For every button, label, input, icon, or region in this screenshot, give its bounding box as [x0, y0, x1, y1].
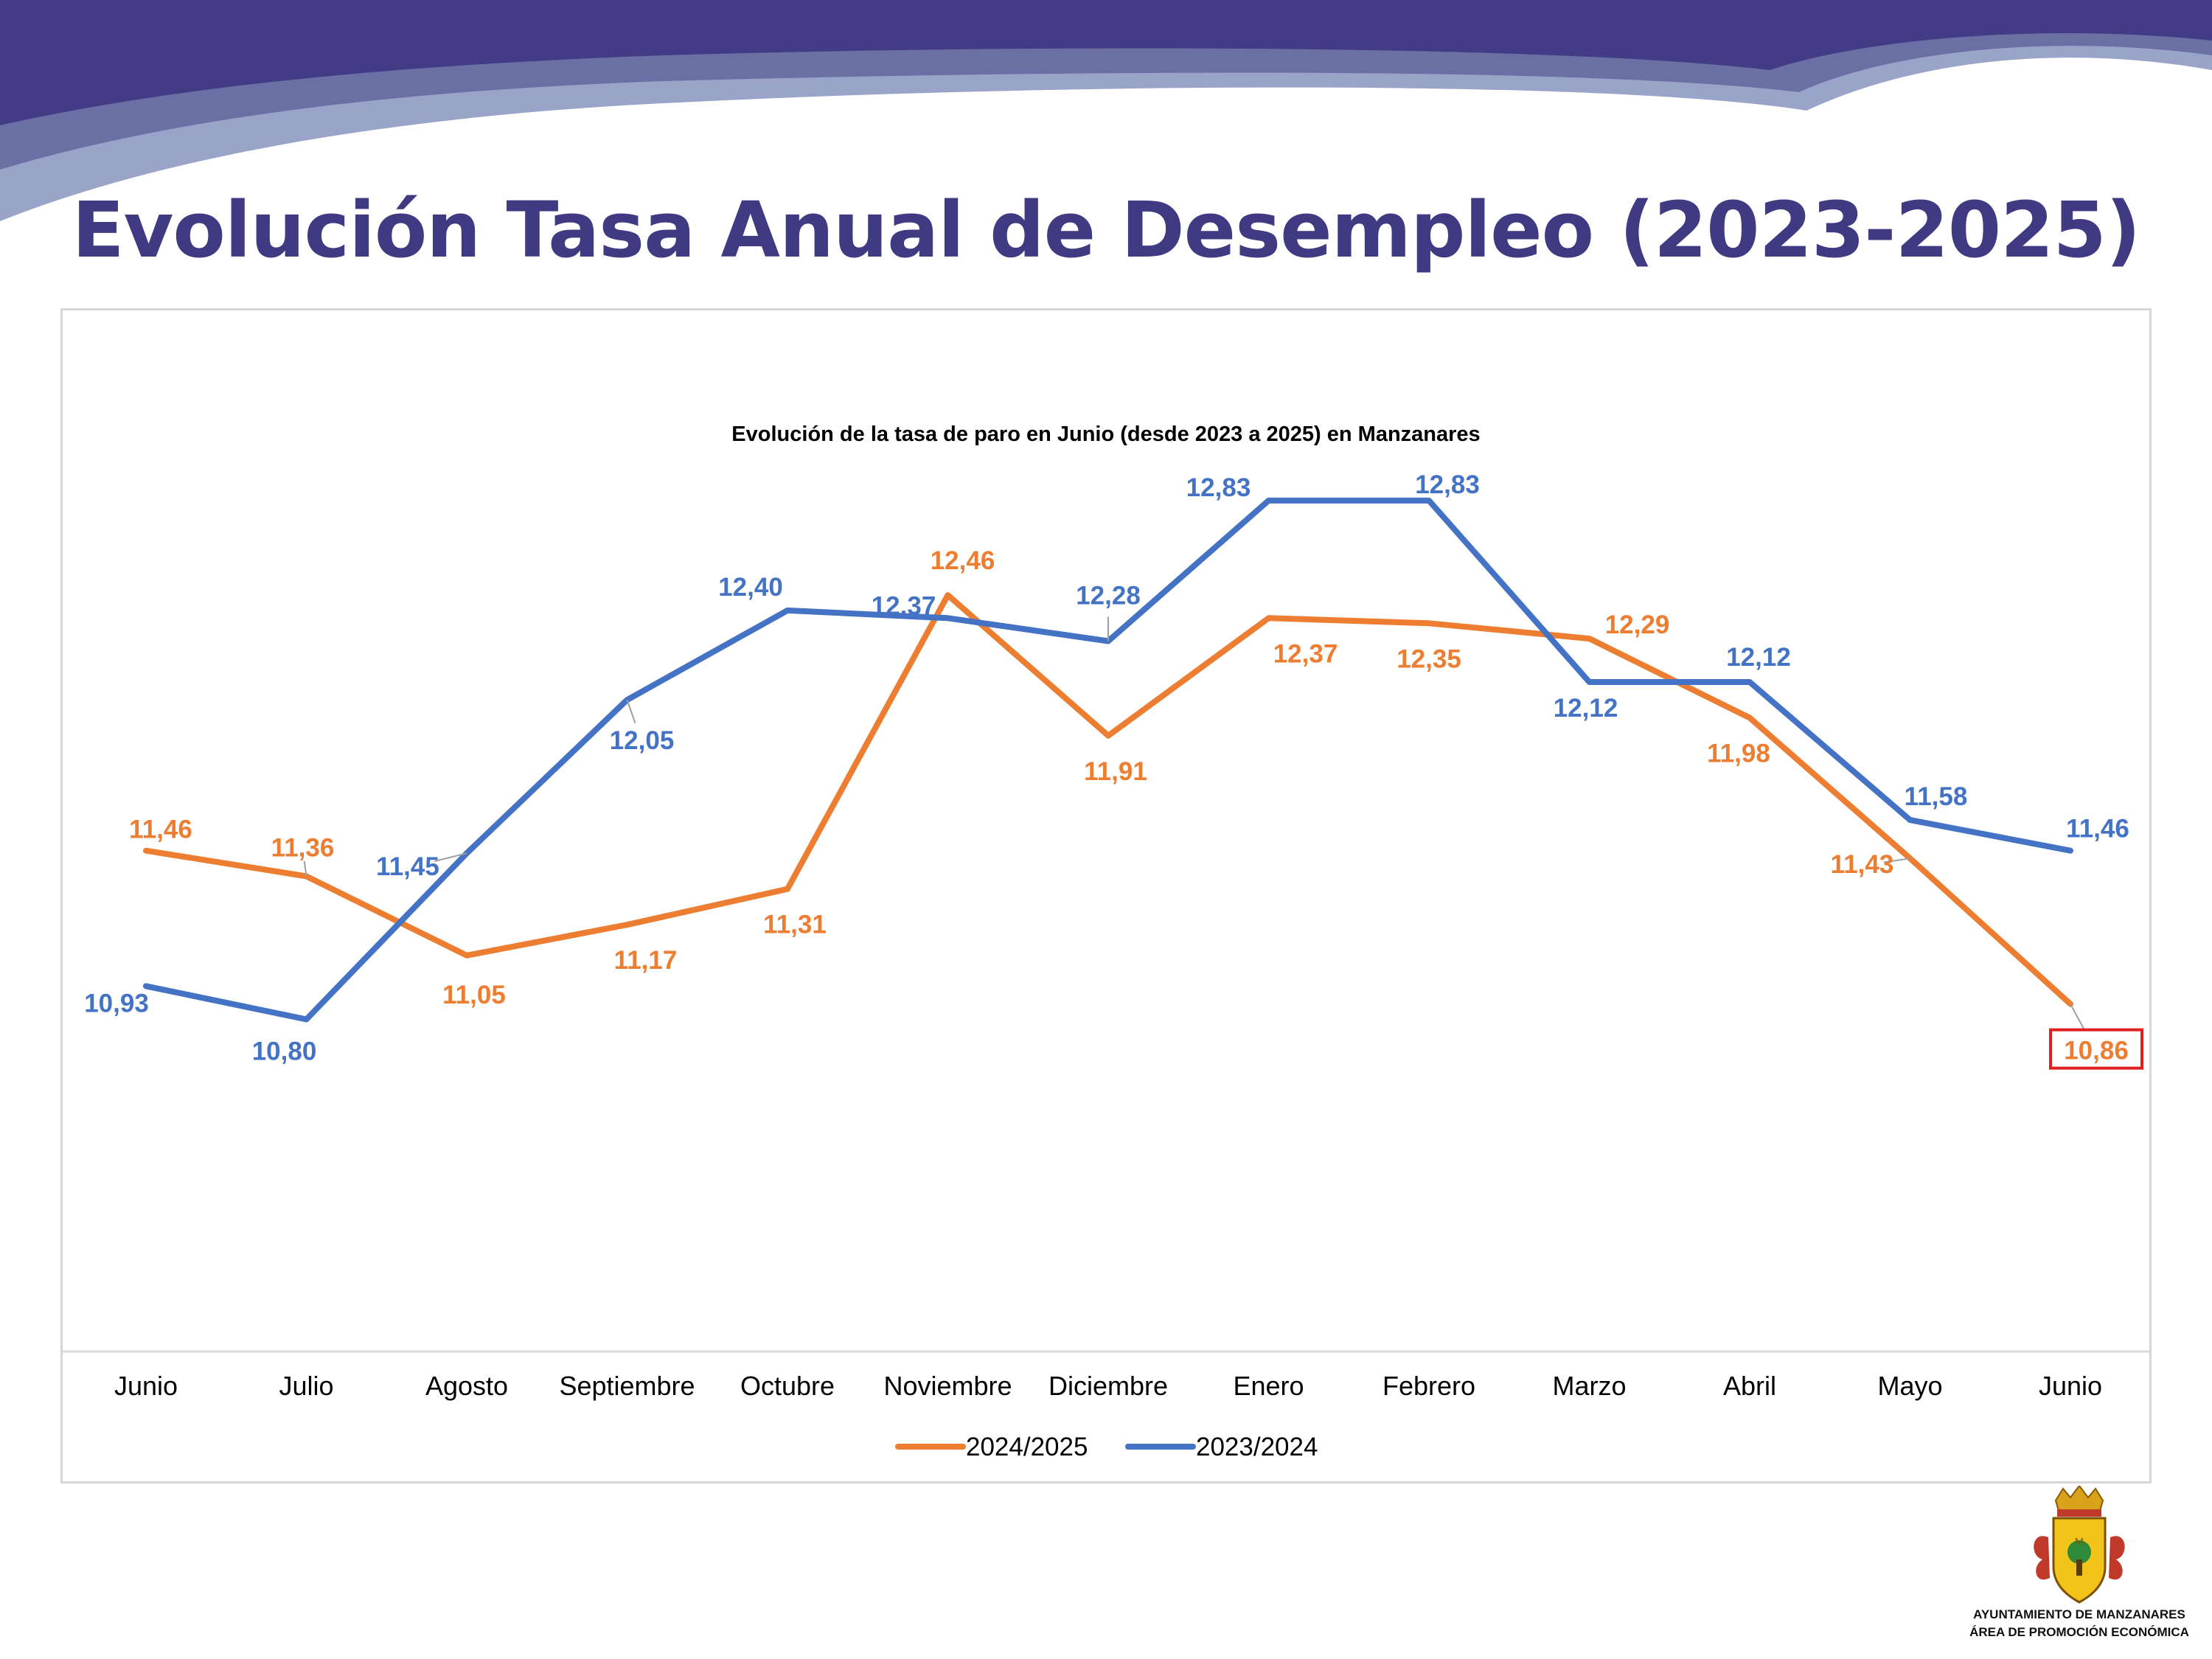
data-label: 12,83 [1186, 473, 1251, 502]
x-tick-label: Mayo [1877, 1371, 1942, 1401]
coat-of-arms-icon: M [2034, 1486, 2125, 1604]
data-label: 11,98 [1707, 740, 1770, 768]
data-label: 12,29 [1605, 611, 1670, 639]
label-leader-line [1883, 858, 1910, 863]
x-tick-label: Agosto [425, 1371, 508, 1401]
highlight-box [2049, 1028, 2143, 1070]
data-label: 12,12 [1554, 694, 1618, 723]
shield-trunk [2076, 1559, 2082, 1576]
logo-caption-line2: ÁREA DE PROMOCIÓN ECONÓMICA [1969, 1625, 2189, 1639]
label-leader-line [2070, 1004, 2086, 1031]
data-label: 12,35 [1397, 644, 1461, 673]
left-ornament [2034, 1536, 2050, 1580]
data-label: 11,05 [442, 981, 506, 1009]
data-label: 12,37 [872, 591, 936, 620]
data-label: 12,12 [1726, 643, 1791, 672]
crown-band [2057, 1509, 2101, 1517]
x-tick-label: Marzo [1552, 1371, 1626, 1401]
x-tick-label: Septiembre [559, 1371, 695, 1401]
data-label: 11,91 [1084, 757, 1147, 786]
series-line-orange [143, 592, 2073, 1007]
data-label: 10,93 [84, 989, 149, 1018]
data-label: 11,46 [2066, 815, 2129, 844]
logo-caption-line1: AYUNTAMIENTO DE MANZANARES [1973, 1607, 2185, 1621]
banner-dark-wave [0, 0, 2212, 125]
legend-label: 2023/2024 [1196, 1433, 1318, 1461]
header-wave-banner [0, 0, 2212, 221]
data-label: 12,28 [1076, 582, 1141, 611]
data-label: 11,58 [1905, 782, 1968, 811]
data-label: 11,31 [763, 911, 827, 939]
chart-title: Evolución de la tasa de paro en Junio (d… [731, 422, 1480, 446]
chart-frame [60, 308, 2152, 1484]
x-axis-ticks: Junio Julio Agosto Septiembre Octubre Noviemb… [114, 1371, 2102, 1401]
data-label: 11,43 [1831, 850, 1894, 879]
data-label: 12,05 [610, 726, 675, 755]
x-tick-label: Julio [279, 1371, 333, 1401]
data-label: 11,46 [129, 815, 192, 844]
right-ornament [2109, 1536, 2125, 1580]
label-leader-line [434, 852, 467, 863]
crown-shape [2054, 1486, 2104, 1512]
x-tick-label: Junio [114, 1371, 178, 1401]
label-leader-line [303, 860, 307, 877]
x-tick-label: Febrero [1382, 1371, 1475, 1401]
legend-label: 2024/2025 [966, 1433, 1088, 1461]
x-tick-label: Junio [2039, 1371, 2102, 1401]
data-label: 12,46 [931, 546, 995, 575]
x-tick-label: Noviembre [883, 1371, 1012, 1401]
data-label: 10,86 [2064, 1037, 2129, 1065]
shield-tree [2067, 1540, 2091, 1564]
x-tick-label: Diciembre [1048, 1371, 1168, 1401]
x-tick-label: Abril [1723, 1371, 1776, 1401]
slide-title: Evolución Tasa Anual de Desempleo (2023-… [72, 185, 2141, 275]
legend: 2024/2025 2023/2024 [895, 1433, 1318, 1461]
data-label: 12,37 [1273, 639, 1338, 668]
data-label: 11,17 [614, 946, 678, 975]
x-tick-label: Enero [1233, 1371, 1304, 1401]
data-label: 11,36 [271, 833, 335, 862]
x-tick-label: Octubre [740, 1371, 835, 1401]
data-label: 12,83 [1415, 470, 1480, 499]
label-leader-line [626, 699, 636, 723]
data-labels: 11,46 11,36 11,05 11,17 11,31 12,46 11,91 12,37… [84, 470, 2143, 1070]
svg-text:M: M [2075, 1537, 2084, 1548]
data-label: 11,45 [376, 852, 439, 881]
data-label: 10,80 [252, 1037, 317, 1065]
data-label: 12,40 [718, 573, 783, 602]
